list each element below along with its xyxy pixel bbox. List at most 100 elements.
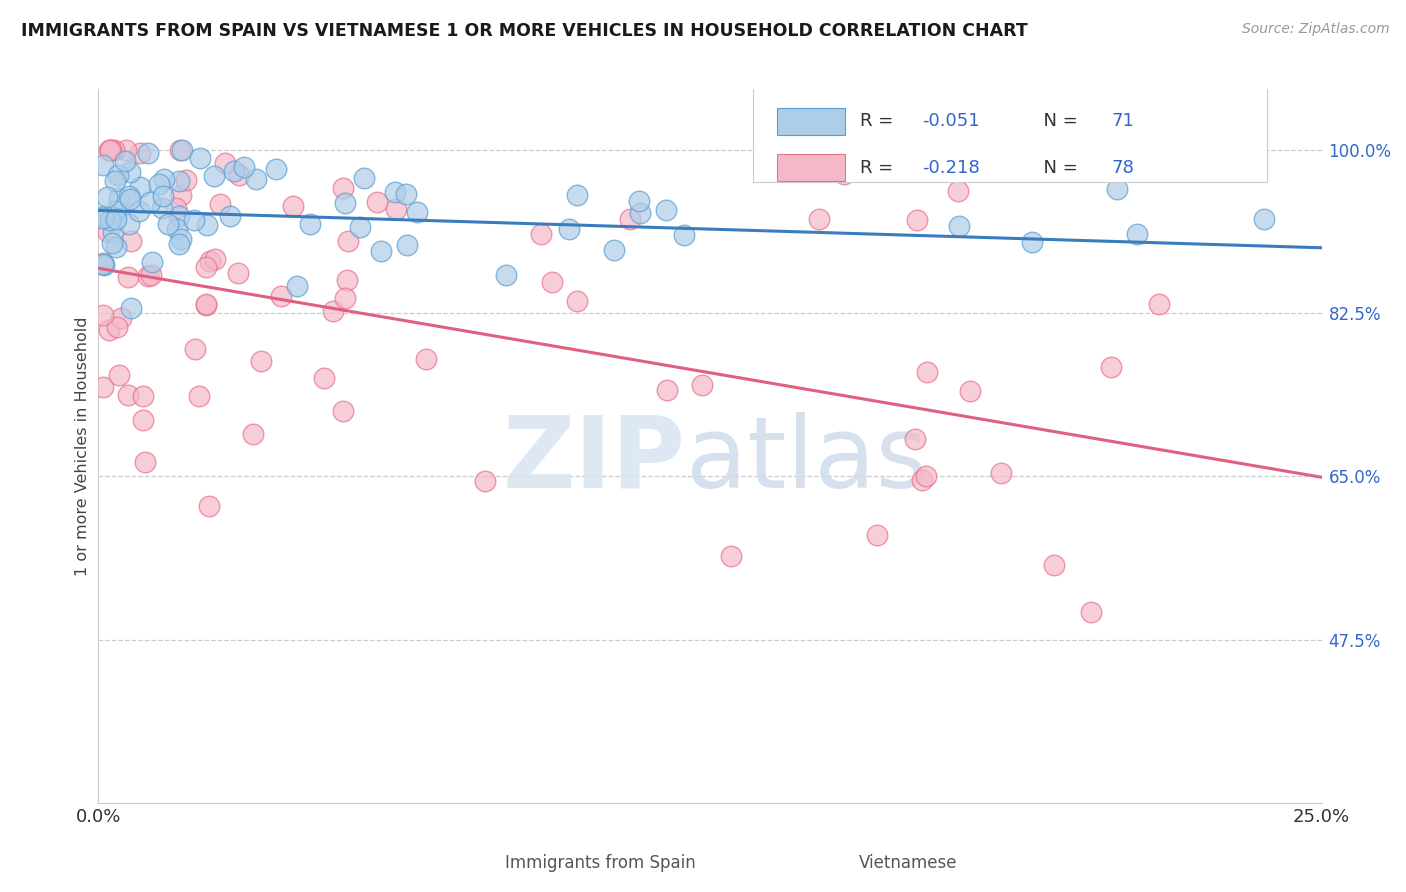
Point — [97, 143, 120, 157]
Point — [226, 266, 249, 280]
Point — [1080, 605, 1102, 619]
Point — [720, 549, 742, 563]
Point — [138, 195, 160, 210]
Point — [183, 343, 205, 357]
Point — [832, 167, 855, 181]
Point — [170, 188, 193, 202]
Point — [148, 177, 170, 191]
Point — [174, 173, 197, 187]
Point — [105, 319, 128, 334]
Point — [495, 268, 517, 282]
Point — [115, 143, 138, 157]
Point — [619, 212, 641, 227]
Point — [366, 195, 388, 210]
Point — [120, 235, 142, 249]
Point — [1021, 235, 1043, 249]
Point — [107, 168, 129, 182]
Text: Vietnamese: Vietnamese — [859, 855, 957, 872]
Point — [91, 308, 114, 322]
Point — [959, 384, 981, 399]
Point — [136, 268, 159, 283]
Point — [97, 323, 120, 337]
Point — [349, 219, 371, 234]
Point — [204, 252, 226, 266]
Point — [117, 387, 139, 401]
Point — [128, 180, 150, 194]
Point — [245, 171, 267, 186]
Point — [541, 275, 564, 289]
Point — [1098, 158, 1121, 172]
Point — [100, 235, 122, 250]
Point — [105, 240, 128, 254]
Point — [103, 143, 125, 157]
Point — [692, 378, 714, 392]
Point — [915, 468, 938, 483]
Point — [195, 296, 218, 310]
Point — [336, 273, 359, 287]
Text: Source: ZipAtlas.com: Source: ZipAtlas.com — [1241, 22, 1389, 37]
Point — [183, 213, 205, 227]
Point — [565, 293, 588, 308]
Point — [941, 160, 963, 174]
Point — [285, 278, 308, 293]
Point — [314, 371, 336, 385]
Point — [474, 474, 496, 488]
FancyBboxPatch shape — [778, 108, 845, 135]
Point — [866, 528, 889, 542]
Point — [166, 222, 188, 236]
Point — [384, 186, 406, 200]
FancyBboxPatch shape — [790, 851, 848, 876]
Point — [917, 365, 939, 379]
Point — [1126, 227, 1149, 241]
Text: N =: N = — [1032, 112, 1083, 130]
Text: Immigrants from Spain: Immigrants from Spain — [505, 855, 696, 872]
Point — [152, 189, 174, 203]
Point — [98, 143, 121, 157]
Point — [170, 143, 193, 157]
Point — [948, 184, 970, 198]
Point — [198, 499, 221, 513]
Point — [395, 237, 418, 252]
Point — [136, 146, 159, 161]
Point — [153, 172, 176, 186]
Point — [565, 188, 588, 202]
Point — [91, 380, 114, 394]
Point — [384, 202, 406, 216]
Text: 78: 78 — [1111, 159, 1135, 177]
Point — [322, 303, 344, 318]
Point — [187, 389, 209, 403]
Point — [948, 219, 970, 233]
Point — [529, 227, 551, 241]
Point — [91, 157, 114, 171]
Point — [129, 145, 152, 160]
Point — [395, 187, 418, 202]
Point — [98, 213, 121, 227]
Point — [118, 189, 141, 203]
Point — [270, 289, 292, 303]
Point — [167, 174, 190, 188]
Point — [198, 254, 221, 268]
Point — [673, 228, 696, 243]
Point — [807, 211, 830, 226]
Point — [93, 258, 115, 272]
Point — [91, 257, 114, 271]
Point — [120, 165, 142, 179]
Point — [91, 256, 114, 270]
Point — [655, 202, 678, 217]
Point — [117, 270, 139, 285]
Point — [602, 244, 624, 258]
Text: R =: R = — [860, 112, 900, 130]
Point — [905, 213, 928, 227]
Point — [141, 255, 163, 269]
Point — [1147, 297, 1170, 311]
Point — [628, 206, 651, 220]
Point — [96, 190, 118, 204]
Text: atlas: atlas — [686, 412, 927, 508]
Point — [281, 199, 304, 213]
Point — [134, 455, 156, 469]
Point — [195, 260, 218, 275]
Text: ZIP: ZIP — [503, 412, 686, 508]
Point — [91, 211, 114, 226]
Point — [214, 156, 236, 170]
Point — [120, 192, 142, 206]
